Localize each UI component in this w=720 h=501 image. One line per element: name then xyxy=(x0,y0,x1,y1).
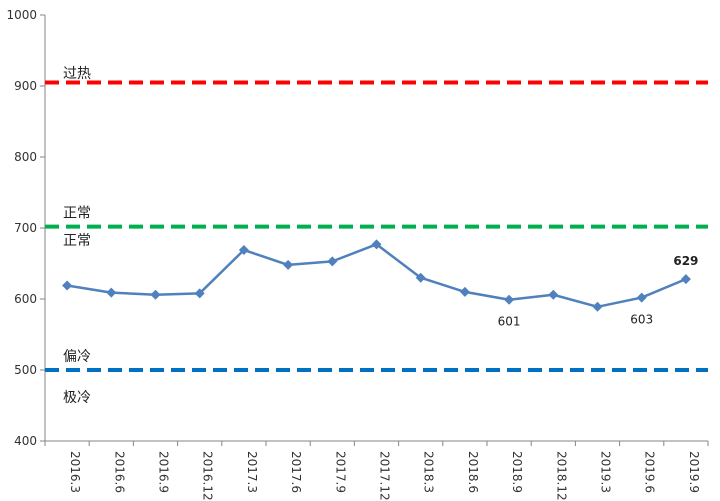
zone-label: 偏冷 xyxy=(63,349,91,365)
x-tick-label: 2018.6 xyxy=(466,451,480,493)
zone-label: 过热 xyxy=(63,66,91,82)
data-point xyxy=(548,289,559,300)
data-point xyxy=(283,259,294,270)
data-point xyxy=(371,239,382,250)
x-tick-label: 2019.6 xyxy=(643,451,657,493)
y-tick-label: 800 xyxy=(14,150,37,164)
data-point xyxy=(459,286,470,297)
data-point xyxy=(106,287,117,298)
data-label: 603 xyxy=(630,313,653,327)
x-tick-label: 2016.3 xyxy=(68,451,82,493)
y-tick-label: 900 xyxy=(14,79,37,93)
x-tick-label: 2018.9 xyxy=(510,451,524,493)
x-tick-label: 2018.12 xyxy=(554,451,568,501)
x-tick-label: 2016.6 xyxy=(112,451,126,493)
x-tick-label: 2019.3 xyxy=(599,451,613,493)
x-tick-label: 2017.9 xyxy=(333,451,347,493)
y-tick-label: 1000 xyxy=(6,8,37,22)
data-point xyxy=(592,301,603,312)
y-tick-label: 600 xyxy=(14,292,37,306)
data-point xyxy=(327,256,338,267)
x-tick-label: 2017.3 xyxy=(245,451,259,493)
zone-label: 极冷 xyxy=(63,390,91,406)
data-point xyxy=(415,272,426,283)
x-tick-label: 2016.9 xyxy=(157,451,171,493)
x-tick-label: 2017.12 xyxy=(378,451,392,501)
data-point xyxy=(636,292,647,303)
data-point xyxy=(238,245,249,256)
y-tick-label: 500 xyxy=(14,363,37,377)
data-point xyxy=(504,294,515,305)
x-tick-label: 2019.9 xyxy=(687,451,701,493)
data-label: 601 xyxy=(498,315,521,329)
data-point xyxy=(680,274,691,285)
data-point xyxy=(150,289,161,300)
zone-label: 正常 xyxy=(63,233,91,249)
y-tick-label: 400 xyxy=(14,434,37,448)
data-label: 629 xyxy=(673,254,698,268)
x-tick-label: 2018.3 xyxy=(422,451,436,493)
data-point xyxy=(62,280,73,291)
x-tick-label: 2016.12 xyxy=(201,451,215,501)
x-tick-label: 2017.6 xyxy=(289,451,303,493)
series-line xyxy=(66,243,687,309)
y-tick-label: 700 xyxy=(14,221,37,235)
data-point xyxy=(194,288,205,299)
zone-label: 正常 xyxy=(63,205,91,221)
